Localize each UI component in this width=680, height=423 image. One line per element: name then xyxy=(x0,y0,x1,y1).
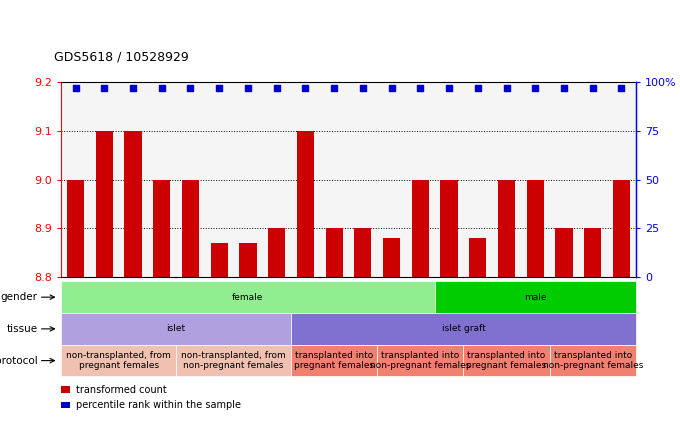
Text: female: female xyxy=(233,293,264,302)
Bar xyxy=(441,180,458,277)
Bar xyxy=(383,238,401,277)
Bar xyxy=(411,180,429,277)
Text: non-transplanted, from
non-pregnant females: non-transplanted, from non-pregnant fema… xyxy=(181,351,286,370)
Point xyxy=(214,85,224,92)
Point xyxy=(530,85,541,92)
Point xyxy=(558,85,569,92)
Point xyxy=(243,85,254,92)
Text: islet: islet xyxy=(167,324,186,333)
Point xyxy=(501,85,512,92)
Bar xyxy=(153,180,171,277)
Text: transplanted into
non-pregnant females: transplanted into non-pregnant females xyxy=(370,351,471,370)
Bar xyxy=(296,131,314,277)
Text: transplanted into
pregnant females: transplanted into pregnant females xyxy=(466,351,547,370)
Bar xyxy=(326,228,343,277)
Bar xyxy=(469,238,486,277)
Point xyxy=(328,85,339,92)
Text: gender: gender xyxy=(1,292,37,302)
Bar xyxy=(124,131,141,277)
Bar xyxy=(556,228,573,277)
Bar xyxy=(354,228,371,277)
Text: islet graft: islet graft xyxy=(441,324,486,333)
Text: non-transplanted, from
pregnant females: non-transplanted, from pregnant females xyxy=(66,351,171,370)
Point xyxy=(156,85,167,92)
Point xyxy=(128,85,139,92)
Bar xyxy=(498,180,515,277)
Text: protocol: protocol xyxy=(0,356,37,365)
Bar xyxy=(67,180,84,277)
Text: transplanted into
pregnant females: transplanted into pregnant females xyxy=(294,351,374,370)
Point xyxy=(588,85,598,92)
Bar xyxy=(211,243,228,277)
Point xyxy=(473,85,483,92)
Text: percentile rank within the sample: percentile rank within the sample xyxy=(76,400,241,410)
Text: male: male xyxy=(524,293,547,302)
Bar xyxy=(584,228,601,277)
Point xyxy=(443,85,454,92)
Point xyxy=(300,85,311,92)
Bar xyxy=(96,131,113,277)
Bar xyxy=(526,180,544,277)
Text: GDS5618 / 10528929: GDS5618 / 10528929 xyxy=(54,50,189,63)
Bar xyxy=(182,180,199,277)
Text: transplanted into
non-pregnant females: transplanted into non-pregnant females xyxy=(543,351,643,370)
Point xyxy=(358,85,369,92)
Text: tissue: tissue xyxy=(6,324,37,334)
Bar xyxy=(268,228,286,277)
Bar xyxy=(613,180,630,277)
Point xyxy=(415,85,426,92)
Point xyxy=(616,85,627,92)
Point xyxy=(386,85,397,92)
Bar xyxy=(239,243,256,277)
Point xyxy=(185,85,196,92)
Point xyxy=(99,85,109,92)
Text: transformed count: transformed count xyxy=(76,385,167,395)
Point xyxy=(70,85,81,92)
Point xyxy=(271,85,282,92)
